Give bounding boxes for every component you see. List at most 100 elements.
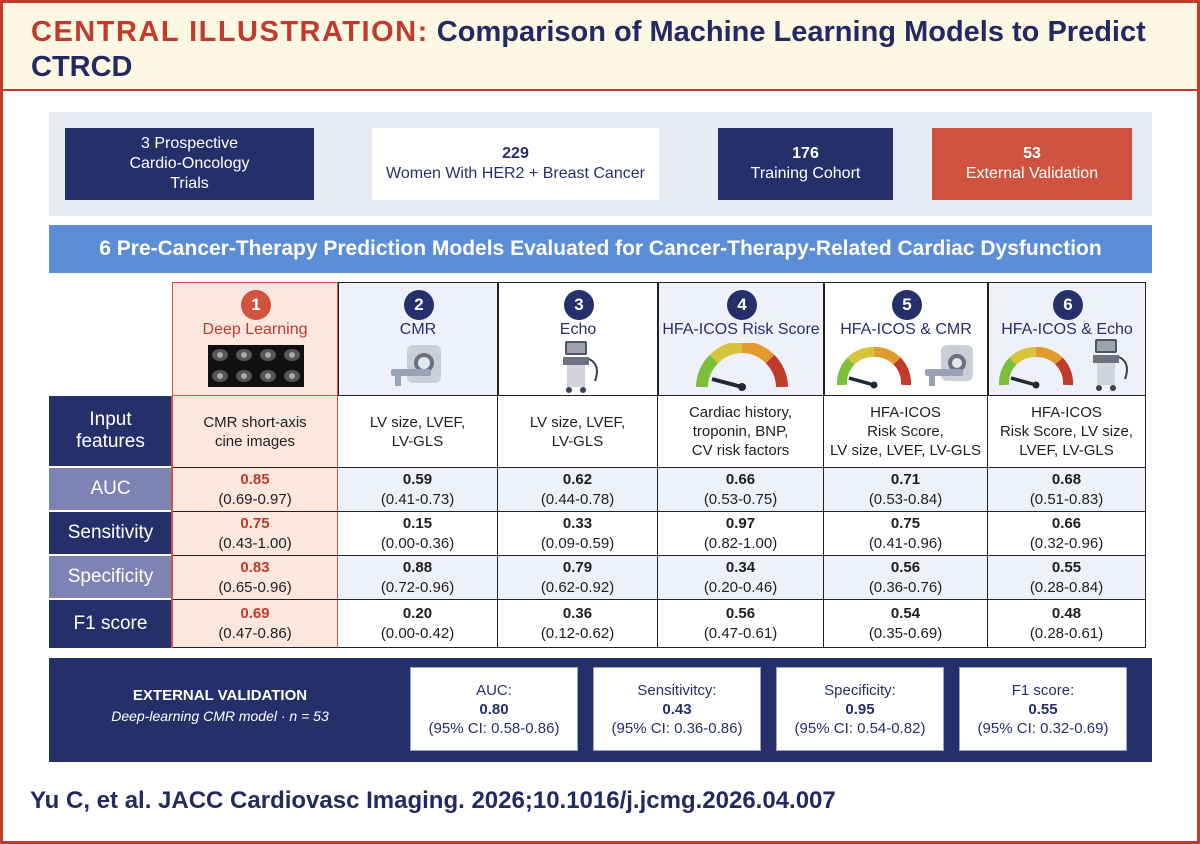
- metric-value: 0.85: [240, 470, 270, 488]
- metric-value: 0.80: [479, 700, 509, 718]
- risk-gauge-icon: [696, 343, 788, 391]
- cell-auc-model-1: 0.85 (0.69-0.97): [172, 468, 338, 512]
- metric-ci: (0.28-0.84): [1029, 578, 1104, 596]
- metric-value: 0.59: [402, 470, 433, 488]
- table-left-border: [171, 396, 173, 648]
- metric-value: 0.62: [562, 470, 593, 488]
- metric-ci: (95% CI: 0.58-0.86): [428, 719, 560, 737]
- metric-ci: (0.09-0.59): [540, 534, 615, 552]
- metric-value: 0.75: [890, 514, 921, 532]
- cell-sensitivity-model-5: 0.75 (0.41-0.96): [824, 512, 988, 556]
- cell-specificity-model-1: 0.83 (0.65-0.96): [172, 556, 338, 600]
- external-validation-subtitle: Deep-learning CMR model · n = 53: [111, 708, 329, 724]
- metric-ci: (0.44-0.78): [540, 490, 615, 508]
- row-header-input-line-2: features: [76, 431, 145, 452]
- cell-f1-model-6: 0.48 (0.28-0.61): [988, 600, 1146, 648]
- cell-sensitivity-model-4: 0.97 (0.82-1.00): [658, 512, 824, 556]
- cell-sensitivity-model-2: 0.15 (0.00-0.36): [338, 512, 498, 556]
- metric-value: 0.56: [725, 604, 756, 622]
- cell-features-model-2: LV size, LVEF, LV-GLS: [338, 396, 498, 468]
- metric-value: 0.55: [1028, 700, 1058, 718]
- metric-ci: (0.32-0.96): [1029, 534, 1104, 552]
- cell-f1-model-5: 0.54 (0.35-0.69): [824, 600, 988, 648]
- feature-line: cine images: [214, 432, 296, 450]
- model-number-badge: 2: [404, 290, 434, 320]
- training-box: 176 Training Cohort: [718, 128, 893, 200]
- model-name: Echo: [559, 321, 597, 338]
- row-header-f1: F1 score: [49, 600, 172, 648]
- risk-gauge-icon: [998, 347, 1074, 389]
- model-name: HFA-ICOS & CMR: [840, 321, 972, 338]
- metric-value: 0.75: [240, 514, 270, 532]
- trials-line-1: 3 Prospective: [141, 135, 238, 152]
- page-title: CENTRAL ILLUSTRATION: Comparison of Mach…: [31, 15, 1161, 85]
- validation-box: 53 External Validation: [932, 128, 1132, 200]
- feature-line: LV-GLS: [551, 432, 604, 450]
- validation-count: 53: [1023, 145, 1041, 162]
- cell-f1-model-1: 0.69 (0.47-0.86): [172, 600, 338, 648]
- women-box: 229 Women With HER2 + Breast Cancer: [372, 128, 659, 200]
- metric-value: 0.95: [845, 700, 875, 718]
- metric-value: 0.36: [562, 604, 593, 622]
- cell-f1-model-2: 0.20 (0.00-0.42): [338, 600, 498, 648]
- cell-features-model-5: HFA-ICOS Risk Score, LV size, LVEF, LV-GLS: [824, 396, 988, 468]
- external-metric-sensitivity: Sensitivitcy: 0.43 (95% CI: 0.36-0.86): [593, 667, 761, 751]
- feature-line: HFA-ICOS: [1031, 404, 1102, 421]
- cell-auc-model-5: 0.71 (0.53-0.84): [824, 468, 988, 512]
- citation: Yu C, et al. JACC Cardiovasc Imaging. 20…: [30, 787, 836, 814]
- cell-auc-model-6: 0.68 (0.51-0.83): [988, 468, 1146, 512]
- metric-value: 0.88: [402, 558, 433, 576]
- trials-box: 3 Prospective Cardio-Oncology Trials: [65, 128, 314, 200]
- row-header-auc: AUC: [49, 468, 172, 512]
- external-metric-specificity: Specificity: 0.95 (95% CI: 0.54-0.82): [776, 667, 944, 751]
- model-name: HFA-ICOS Risk Score: [662, 321, 820, 338]
- cell-specificity-model-3: 0.79 (0.62-0.92): [498, 556, 658, 600]
- model-number-badge: 6: [1053, 290, 1083, 320]
- metric-label: AUC:: [476, 681, 512, 699]
- cell-auc-model-4: 0.66 (0.53-0.75): [658, 468, 824, 512]
- model-name: HFA-ICOS & Echo: [1001, 321, 1133, 338]
- metric-ci: (0.35-0.69): [868, 624, 943, 642]
- metric-ci: (95% CI: 0.36-0.86): [611, 719, 743, 737]
- external-validation-label: EXTERNAL VALIDATION Deep-learning CMR mo…: [60, 686, 380, 726]
- cell-features-model-1: CMR short-axis cine images: [172, 396, 338, 468]
- metric-label: F1 score:: [1011, 681, 1075, 699]
- model-header-hfa-icos-echo: 6 HFA-ICOS & Echo: [988, 282, 1146, 396]
- metric-value: 0.69: [240, 604, 270, 622]
- echo-machine-icon: [1093, 339, 1128, 391]
- mri-scanner-icon: [391, 345, 441, 386]
- feature-line: LV size, LVEF,: [369, 413, 466, 431]
- row-header-specificity: Specificity: [49, 556, 172, 600]
- metric-value: 0.66: [725, 470, 756, 488]
- cell-specificity-model-5: 0.56 (0.36-0.76): [824, 556, 988, 600]
- metric-value: 0.43: [662, 700, 692, 718]
- cell-auc-model-3: 0.62 (0.44-0.78): [498, 468, 658, 512]
- feature-line: troponin, BNP,: [692, 423, 789, 440]
- cell-features-model-6: HFA-ICOS Risk Score, LV size, LVEF, LV-GLS: [988, 396, 1146, 468]
- model-header-cmr: 2 CMR: [338, 282, 498, 396]
- feature-line: Risk Score, LV size,: [999, 423, 1134, 440]
- validation-label: External Validation: [965, 165, 1099, 182]
- model-number-badge: 1: [241, 290, 271, 320]
- model-number-badge: 4: [727, 290, 757, 320]
- row-header-sensitivity: Sensitivity: [49, 512, 172, 556]
- metric-value: 0.20: [402, 604, 433, 622]
- metric-ci: (0.20-0.46): [703, 578, 778, 596]
- feature-line: HFA-ICOS: [870, 404, 941, 421]
- row-header-input: Input features: [49, 396, 172, 468]
- cmr-cine-images-icon: [208, 345, 304, 387]
- cohort-band: 3 Prospective Cardio-Oncology Trials 229…: [49, 112, 1152, 216]
- metric-value: 0.68: [1051, 470, 1082, 488]
- metric-ci: (0.53-0.84): [868, 490, 943, 508]
- cell-specificity-model-4: 0.34 (0.20-0.46): [658, 556, 824, 600]
- feature-line: Risk Score,: [867, 423, 944, 440]
- model-name: Deep Learning: [202, 321, 308, 338]
- metric-ci: (0.00-0.36): [380, 534, 455, 552]
- metric-value: 0.83: [240, 558, 270, 576]
- metric-ci: (0.47-0.61): [703, 624, 778, 642]
- model-header-echo: 3 Echo: [498, 282, 658, 396]
- metric-ci: (0.00-0.42): [380, 624, 455, 642]
- cell-features-model-3: LV size, LVEF, LV-GLS: [498, 396, 658, 468]
- metric-ci: (0.28-0.61): [1029, 624, 1104, 642]
- models-banner: 6 Pre-Cancer-Therapy Prediction Models E…: [49, 225, 1152, 273]
